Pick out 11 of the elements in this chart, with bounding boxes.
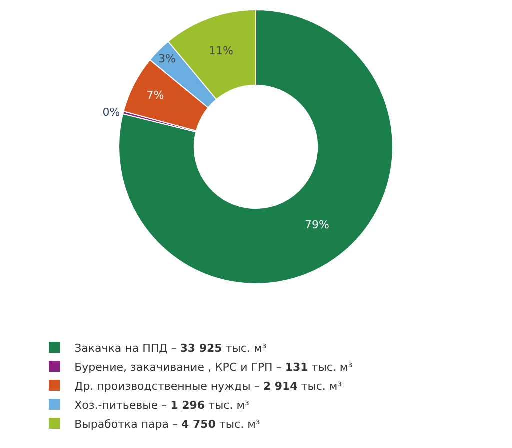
data-label: 79% xyxy=(304,218,330,232)
legend-label: Выработка пара – 4 750 тыс. м³ xyxy=(74,418,260,431)
donut-slice xyxy=(118,10,394,284)
legend-label: Др. производственные нужды – 2 914 тыс. м³ xyxy=(74,380,342,393)
data-label: 7% xyxy=(146,88,164,102)
legend-label: Закачка на ППД – 33 925 тыс. м³ xyxy=(74,342,267,355)
data-label: 11% xyxy=(209,44,234,58)
legend-label: Хоз.-питьевые – 1 296 тыс. м³ xyxy=(74,398,250,412)
data-label: 3% xyxy=(158,52,176,66)
data-label: 0% xyxy=(102,106,120,119)
legend-label: Бурение, закачивание , КРС и ГРП – 131 тыс. м³ xyxy=(74,360,353,374)
